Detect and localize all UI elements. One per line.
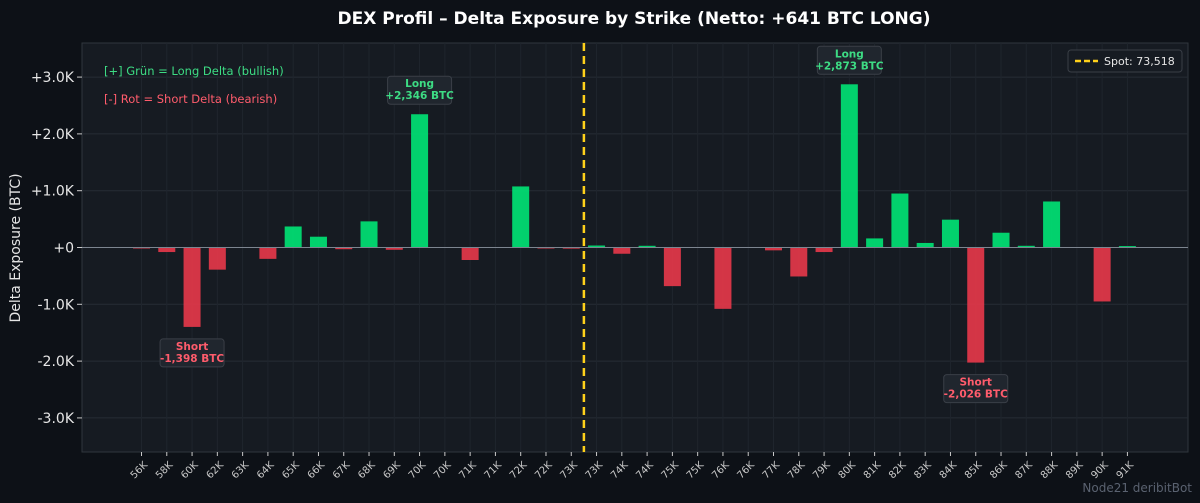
bar [638,245,656,248]
bar [411,114,429,248]
bar [259,247,277,259]
annotation-value: +2,346 BTC [385,90,454,102]
bar [967,247,985,363]
bar [208,247,226,270]
y-tick-label: +3.0K [31,70,75,86]
bar [992,232,1010,248]
bar [309,236,327,248]
y-tick-label: -3.0K [38,411,75,427]
bar [891,193,909,248]
bar [941,219,959,248]
y-tick-label: +0 [53,241,74,257]
bar [714,247,732,309]
annotation-label: Short [176,341,208,353]
legend-note-short: [-] Rot = Short Delta (bearish) [104,92,277,106]
annotation-value: +2,873 BTC [815,60,884,72]
annotation-label: Short [960,377,992,389]
bar [1093,247,1111,302]
bar [1017,245,1035,248]
bar [183,247,201,327]
annotation-value: -1,398 BTC [160,353,224,365]
y-axis-ticks: +3.0K +2.0K +1.0K +0 -1.0K -2.0K -3.0K [31,70,82,427]
y-tick-label: +2.0K [31,127,75,143]
y-axis-label: Delta Exposure (BTC) [8,173,24,322]
bar [840,84,858,248]
bar [461,247,479,260]
annotation-box [387,75,453,105]
bar [158,247,176,253]
y-tick-label: -2.0K [38,354,75,370]
legend-box [1067,49,1183,73]
y-tick-label: -1.0K [38,297,75,313]
annotation-label: Long [835,48,864,60]
annotation-box [816,45,882,75]
bars [133,84,1136,363]
bar [613,247,631,254]
legend-spot-label: Spot: 73,518 [1104,55,1175,68]
bar [1118,246,1136,248]
legend-note-long: [+] Grün = Long Delta (bullish) [104,64,284,78]
bar [588,245,606,248]
annotation-label: Long [405,78,434,90]
chart-title: DEX Profil – Delta Exposure by Strike (N… [338,9,931,29]
bar [360,221,378,248]
bar [916,242,934,248]
annotation-value: -2,026 BTC [944,389,1008,401]
legend: Spot: 73,518 [1067,49,1183,73]
watermark: Node21 deribitBot [1082,481,1192,495]
bar [284,226,302,248]
bar [562,247,580,249]
bar [866,238,884,248]
bar [1043,201,1061,248]
bar [335,247,353,250]
bar [663,247,681,287]
y-tick-label: +1.0K [31,184,75,200]
bar [815,247,833,253]
bar [512,186,530,248]
annotation-box [159,338,225,368]
bar [765,247,782,251]
bar [385,247,403,250]
annotation-box [943,374,1009,404]
bar [790,247,808,277]
